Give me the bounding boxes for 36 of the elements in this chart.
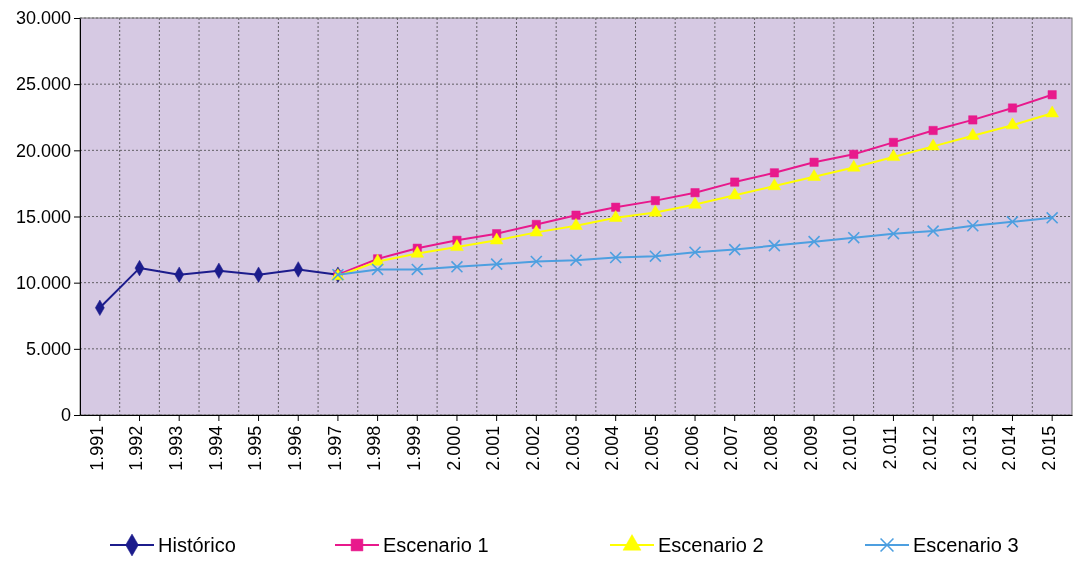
y-tick-label: 10.000 [15, 272, 71, 293]
x-tick-label: 2.010 [840, 425, 861, 471]
y-tick-label: 20.000 [15, 140, 71, 161]
x-tick-label: 2.003 [562, 425, 583, 471]
legend-label: Escenario 3 [913, 534, 1019, 556]
x-tick-label: 2.008 [761, 425, 782, 471]
x-tick-label: 2.002 [523, 425, 544, 471]
x-tick-label: 1.994 [205, 425, 226, 471]
x-tick-label: 2.015 [1038, 425, 1059, 471]
x-tick-label: 2.014 [999, 425, 1020, 471]
y-tick-label: 25.000 [15, 74, 71, 95]
x-tick-label: 2.000 [443, 425, 464, 471]
x-tick-label: 2.012 [919, 425, 940, 471]
x-tick-label: 2.011 [880, 425, 901, 470]
x-tick-label: 2.009 [800, 425, 821, 471]
x-tick-label: 1.999 [403, 425, 424, 471]
x-tick-label: 1.992 [126, 425, 147, 471]
x-tick-label: 1.998 [364, 425, 385, 471]
x-tick-label: 2.007 [721, 425, 742, 471]
y-tick-label: 30.000 [15, 8, 71, 29]
x-tick-label: 1.991 [86, 425, 107, 471]
x-tick-label: 2.001 [483, 425, 504, 471]
x-tick-label: 2.006 [681, 425, 702, 471]
x-tick-label: 1.996 [284, 425, 305, 471]
x-tick-label: 1.993 [165, 425, 186, 471]
legend-label: Escenario 1 [383, 534, 489, 556]
y-tick-label: 15.000 [15, 206, 71, 227]
legend-label: Histórico [158, 534, 236, 556]
x-tick-label: 2.013 [959, 425, 980, 471]
x-tick-label: 2.005 [642, 425, 663, 471]
y-tick-label: 5.000 [25, 339, 71, 360]
y-tick-label: 0 [60, 405, 71, 426]
x-tick-label: 2.004 [602, 425, 623, 471]
legend-label: Escenario 2 [658, 534, 764, 556]
x-tick-label: 1.997 [324, 425, 345, 471]
x-tick-label: 1.995 [245, 425, 266, 471]
